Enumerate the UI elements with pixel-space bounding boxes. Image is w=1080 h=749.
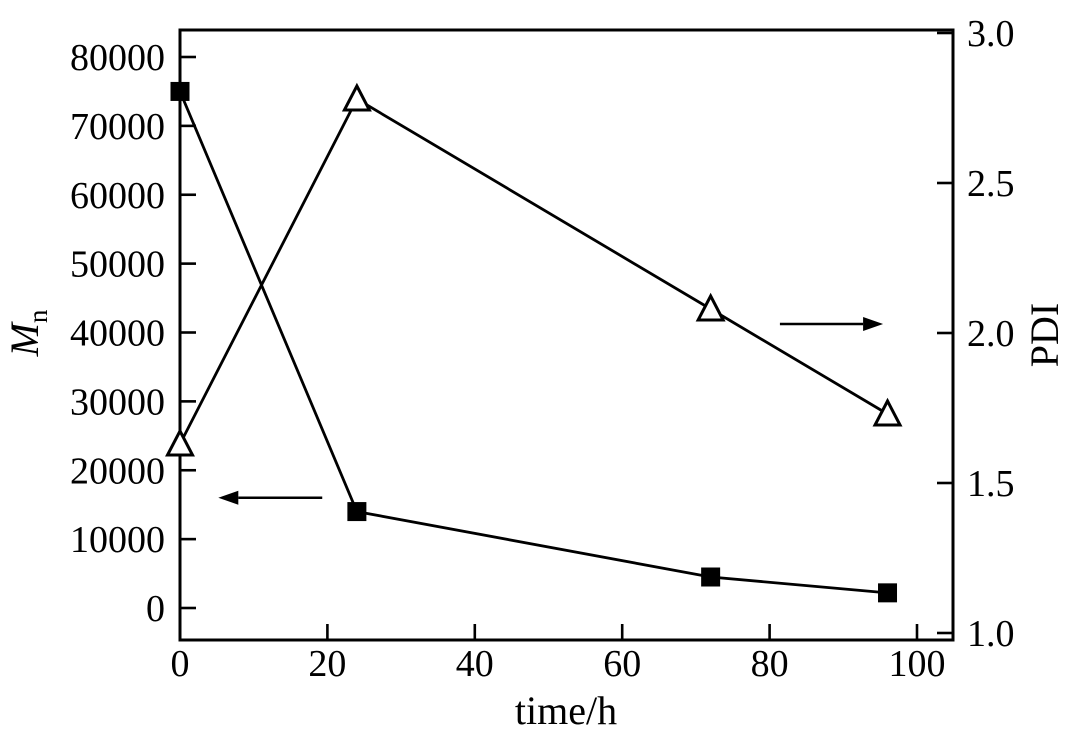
- right-axis-title: PDI: [1022, 303, 1067, 367]
- x-axis-tick-label: 100: [889, 643, 946, 685]
- x-axis-tick-label: 40: [456, 643, 494, 685]
- right-axis-tick-label: 2.5: [967, 163, 1015, 205]
- x-axis-tick-label: 0: [171, 643, 190, 685]
- pdi-series-line: [178, 97, 889, 445]
- mn-series-marker: [701, 567, 721, 587]
- right-axis-pointer-arrow: [779, 317, 884, 331]
- left-axis-title: Mn: [2, 309, 53, 357]
- left-axis-pointer-arrow: [218, 490, 323, 505]
- left-axis-title-subscript: n: [23, 309, 53, 323]
- left-axis-tick-label: 80000: [70, 37, 165, 79]
- left-axis-tick-label: 0: [146, 588, 165, 630]
- right-axis-tick-label: 3.0: [967, 13, 1015, 55]
- left-axis-tick-label: 20000: [70, 450, 165, 492]
- left-axis-tick-label: 30000: [70, 381, 165, 423]
- right-axis-pointer-arrow-head: [863, 317, 884, 331]
- mn-series-marker: [878, 583, 898, 603]
- pdi-series-marker: [872, 397, 903, 427]
- left-axis-tick-label: 70000: [70, 106, 165, 148]
- plot-frame: [178, 28, 955, 642]
- x-axis-title: time/h: [515, 688, 617, 733]
- left-axis-tick-label: 60000: [70, 175, 165, 217]
- pdi-series-marker: [165, 427, 195, 457]
- mn-series-marker: [170, 81, 190, 101]
- left-axis-tick-label: 10000: [70, 519, 165, 561]
- left-axis-title-main: M: [2, 320, 47, 357]
- mn-series-line: [178, 90, 888, 595]
- left-axis-tick-label: 40000: [70, 313, 165, 355]
- x-axis-tick-label: 80: [751, 643, 789, 685]
- right-axis-tick-label: 1.5: [967, 463, 1015, 505]
- right-axis-tick-label: 2.0: [967, 313, 1015, 355]
- mn-series-marker: [347, 502, 367, 522]
- pdi-series-marker: [341, 82, 372, 112]
- pdi-series-marker: [695, 292, 726, 322]
- right-axis-tick-label: 1.0: [967, 613, 1015, 655]
- left-axis-tick-label: 50000: [70, 244, 165, 286]
- x-axis-tick-label: 60: [603, 643, 641, 685]
- x-axis-tick-label: 20: [308, 643, 346, 685]
- left-axis-pointer-arrow-head: [218, 490, 239, 505]
